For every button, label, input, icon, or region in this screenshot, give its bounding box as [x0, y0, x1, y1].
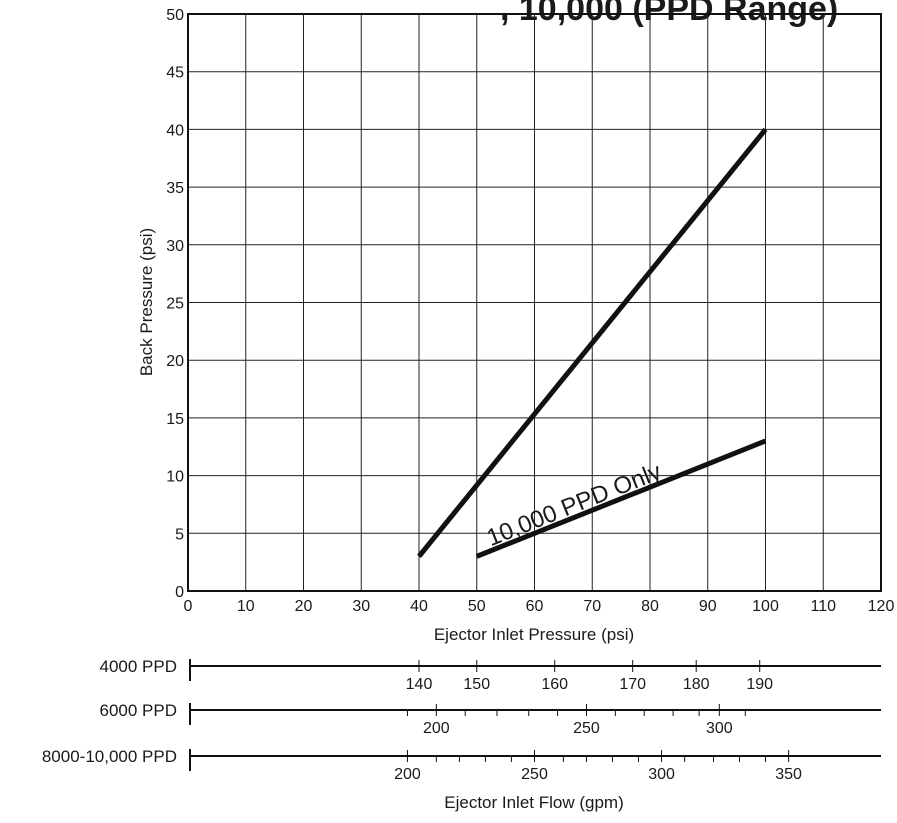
y-tick-label: 30 — [166, 238, 184, 255]
y-tick-label: 35 — [166, 180, 184, 197]
flow-tick-label: 180 — [683, 676, 710, 693]
y-tick-label: 0 — [175, 584, 184, 601]
flow-scale-label: 4000 PPD — [100, 657, 178, 676]
y-tick-label: 5 — [175, 526, 184, 543]
y-axis-title: Back Pressure (psi) — [137, 228, 156, 376]
flow-tick-label: 170 — [619, 676, 646, 693]
flow-scale-label: 6000 PPD — [100, 701, 178, 720]
y-tick-label: 50 — [166, 7, 184, 24]
flow-tick-label: 140 — [406, 676, 433, 693]
y-tick-label: 15 — [166, 411, 184, 428]
x-tick-labels: 0 10 20 30 40 50 60 70 80 90 100 110 120 — [184, 598, 895, 615]
flow-tick-label: 300 — [648, 766, 675, 783]
y-tick-label: 20 — [166, 353, 184, 370]
y-tick-label: 25 — [166, 296, 184, 313]
x-tick-label: 10 — [237, 598, 255, 615]
flow-tick-label: 250 — [573, 720, 600, 737]
flow-tick-label: 350 — [775, 766, 802, 783]
grid — [187, 13, 882, 592]
flow-tick-label: 200 — [394, 766, 421, 783]
x-tick-label: 80 — [641, 598, 659, 615]
y-tick-label: 10 — [166, 469, 184, 486]
x-tick-label: 120 — [868, 598, 895, 615]
flow-tick-label: 300 — [706, 720, 733, 737]
flow-tick-label: 160 — [541, 676, 568, 693]
flow-axis-title: Ejector Inlet Flow (gpm) — [444, 793, 624, 812]
y-tick-label: 45 — [166, 65, 184, 82]
flow-scale: 8000-10,000 PPD 200 250 300 350 — [42, 747, 881, 783]
flow-tick-label: 190 — [746, 676, 773, 693]
series-line-1 — [417, 127, 768, 558]
x-axis-title: Ejector Inlet Pressure (psi) — [434, 625, 634, 644]
x-tick-label: 60 — [526, 598, 544, 615]
x-tick-label: 110 — [810, 598, 836, 615]
x-tick-label: 100 — [752, 598, 779, 615]
x-tick-label: 90 — [699, 598, 717, 615]
x-tick-label: 30 — [352, 598, 370, 615]
flow-scale: 6000 PPD 200 250 300 — [100, 701, 881, 737]
x-tick-label: 50 — [468, 598, 486, 615]
flow-tick-label: 150 — [463, 676, 490, 693]
y-tick-labels: 0 5 10 15 20 25 30 35 40 45 50 — [166, 7, 184, 601]
series — [417, 127, 768, 559]
x-tick-label: 0 — [184, 598, 193, 615]
flow-tick-label: 250 — [521, 766, 548, 783]
flow-tick-label: 200 — [423, 720, 450, 737]
flow-scale: 4000 PPD 140 150 160 170 180 190 — [100, 657, 881, 693]
x-tick-label: 20 — [295, 598, 313, 615]
series-line-2 — [475, 438, 767, 559]
x-tick-label: 70 — [583, 598, 601, 615]
y-tick-label: 40 — [166, 122, 184, 139]
plot-frame — [187, 13, 882, 592]
flow-scales: 4000 PPD 140 150 160 170 180 190 6000 PPD 200 250… — [42, 657, 881, 783]
x-tick-label: 40 — [410, 598, 428, 615]
flow-scale-label: 8000-10,000 PPD — [42, 747, 177, 766]
annotation-10000-ppd-only: 10,000 PPD Only — [483, 458, 665, 552]
